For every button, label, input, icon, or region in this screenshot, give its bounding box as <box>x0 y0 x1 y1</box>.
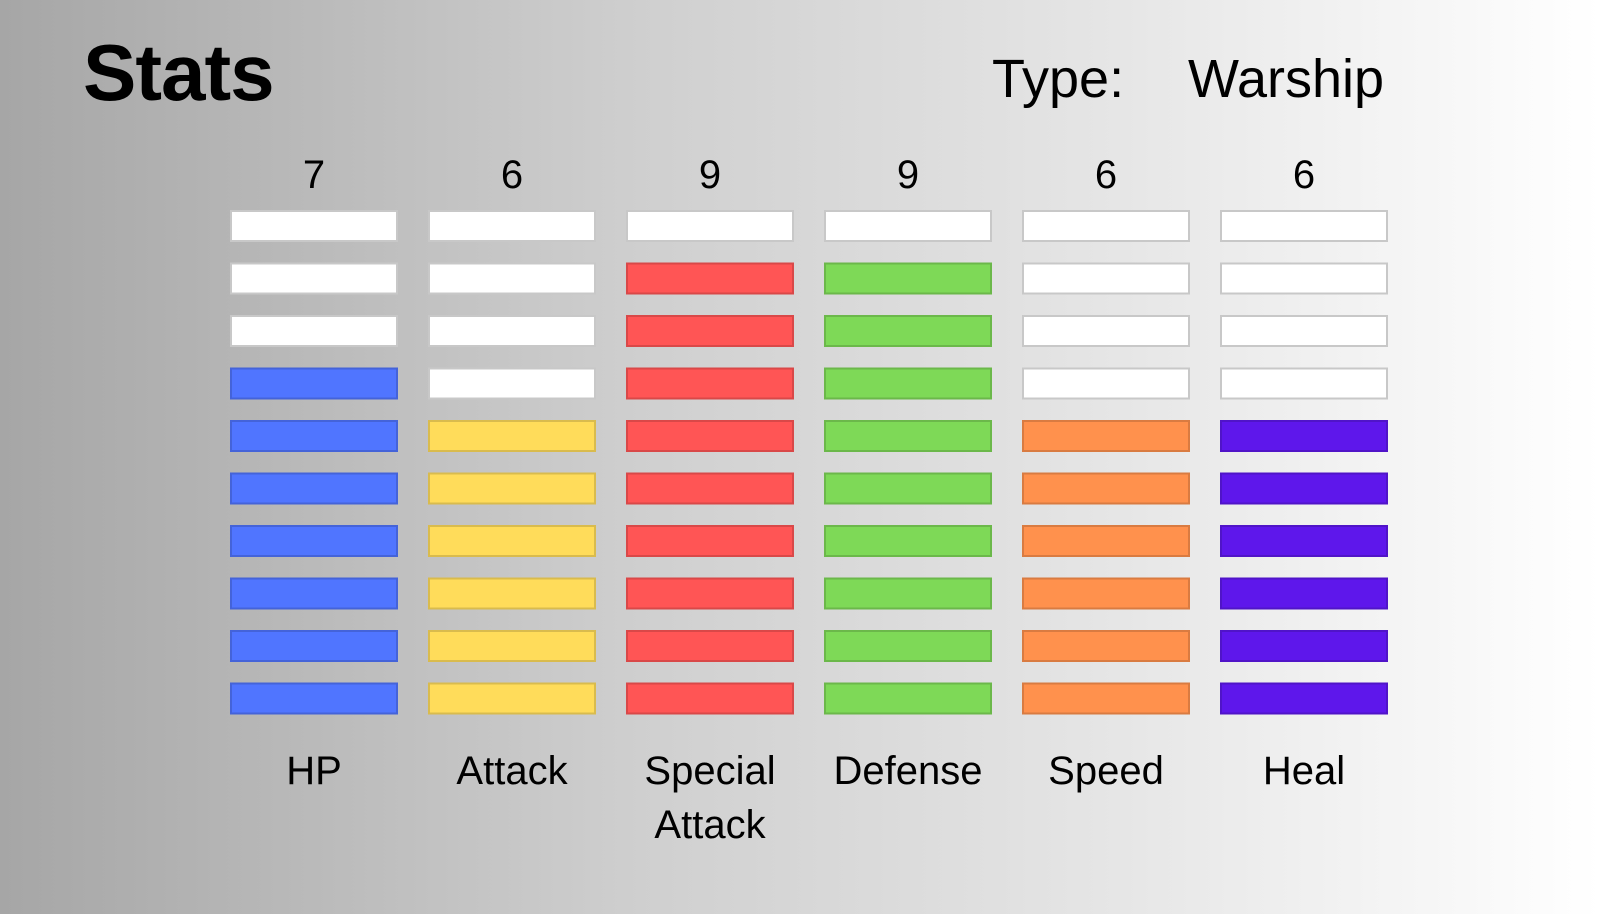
type-label: Type: <box>992 49 1125 109</box>
stat-segment-filled <box>1022 472 1190 505</box>
stat-segment-filled <box>230 525 398 557</box>
stat-column-attack <box>428 210 596 715</box>
stat-segment-filled <box>824 262 992 295</box>
stat-segment-filled <box>428 577 596 610</box>
stat-segment-filled <box>824 525 992 557</box>
stat-segment-filled <box>230 472 398 505</box>
stat-category-label: HP <box>286 749 342 793</box>
stat-segment-filled <box>1022 682 1190 715</box>
stat-segment-empty <box>1220 367 1388 400</box>
stat-segment-empty <box>230 210 398 242</box>
type-value: Warship <box>1188 49 1385 109</box>
stat-category-label: Special Attack <box>644 749 776 847</box>
stat-segment-filled <box>824 315 992 347</box>
stat-segment-empty <box>1022 315 1190 347</box>
stat-segment-filled <box>1220 525 1388 557</box>
stat-segment-filled <box>1220 420 1388 452</box>
stat-segment-filled <box>1022 420 1190 452</box>
stat-value-label: 9 <box>896 153 920 197</box>
stat-segment-filled <box>626 630 794 662</box>
stat-category-label: Defense <box>833 749 983 793</box>
stat-segment-filled <box>1220 682 1388 715</box>
stat-segment-filled <box>1022 577 1190 610</box>
stat-segment-filled <box>428 472 596 505</box>
stat-segment-filled <box>428 682 596 715</box>
stat-segment-empty <box>1220 210 1388 242</box>
stat-segment-filled <box>230 420 398 452</box>
stat-column-heal <box>1220 210 1388 715</box>
stat-segment-filled <box>428 630 596 662</box>
stat-segment-filled <box>626 367 794 400</box>
stat-segment-filled <box>824 420 992 452</box>
stat-category-label: Speed <box>1048 749 1164 793</box>
stat-segment-filled <box>824 630 992 662</box>
page-title: Stats <box>83 28 275 117</box>
stat-segment-filled <box>824 367 992 400</box>
stat-segment-empty <box>230 315 398 347</box>
stat-category-label: Heal <box>1262 749 1346 793</box>
stat-column-defense <box>824 210 992 715</box>
stat-segment-filled <box>824 577 992 610</box>
stat-segment-filled <box>626 315 794 347</box>
stat-segment-filled <box>1220 577 1388 610</box>
stat-segment-empty <box>1220 262 1388 295</box>
stat-segment-filled <box>230 367 398 400</box>
stat-segment-empty <box>626 210 794 242</box>
stat-segment-empty <box>1022 262 1190 295</box>
stat-segment-filled <box>626 472 794 505</box>
stat-value-label: 6 <box>500 153 524 197</box>
stat-segment-empty <box>428 315 596 347</box>
stat-segment-empty <box>1022 210 1190 242</box>
stat-segment-filled <box>824 472 992 505</box>
stat-segment-empty <box>428 367 596 400</box>
stat-value-label: 6 <box>1292 153 1316 197</box>
stat-segment-filled <box>626 682 794 715</box>
stat-segment-filled <box>428 420 596 452</box>
stat-category-label: Attack <box>456 749 568 793</box>
stat-value-label: 6 <box>1094 153 1118 197</box>
stat-segment-empty <box>428 210 596 242</box>
stat-value-label: 7 <box>302 153 326 197</box>
stat-segment-filled <box>824 682 992 715</box>
stat-segment-filled <box>626 420 794 452</box>
stat-segment-filled <box>230 682 398 715</box>
stat-segment-filled <box>230 577 398 610</box>
stat-segment-filled <box>626 525 794 557</box>
stat-segment-filled <box>230 630 398 662</box>
stat-column-special-attack <box>626 210 794 715</box>
stat-segment-filled <box>1022 525 1190 557</box>
stat-segment-filled <box>1220 472 1388 505</box>
stat-column-speed <box>1022 210 1190 715</box>
stat-segment-filled <box>1220 630 1388 662</box>
stat-segment-empty <box>824 210 992 242</box>
stat-segment-empty <box>428 262 596 295</box>
stat-segment-filled <box>626 262 794 295</box>
stat-segment-filled <box>428 525 596 557</box>
stat-segment-filled <box>626 577 794 610</box>
stat-segment-empty <box>1220 315 1388 347</box>
stat-segment-filled <box>1022 630 1190 662</box>
stat-segment-empty <box>1022 367 1190 400</box>
stat-segment-empty <box>230 262 398 295</box>
stat-column-hp <box>230 210 398 715</box>
stat-value-label: 9 <box>698 153 722 197</box>
